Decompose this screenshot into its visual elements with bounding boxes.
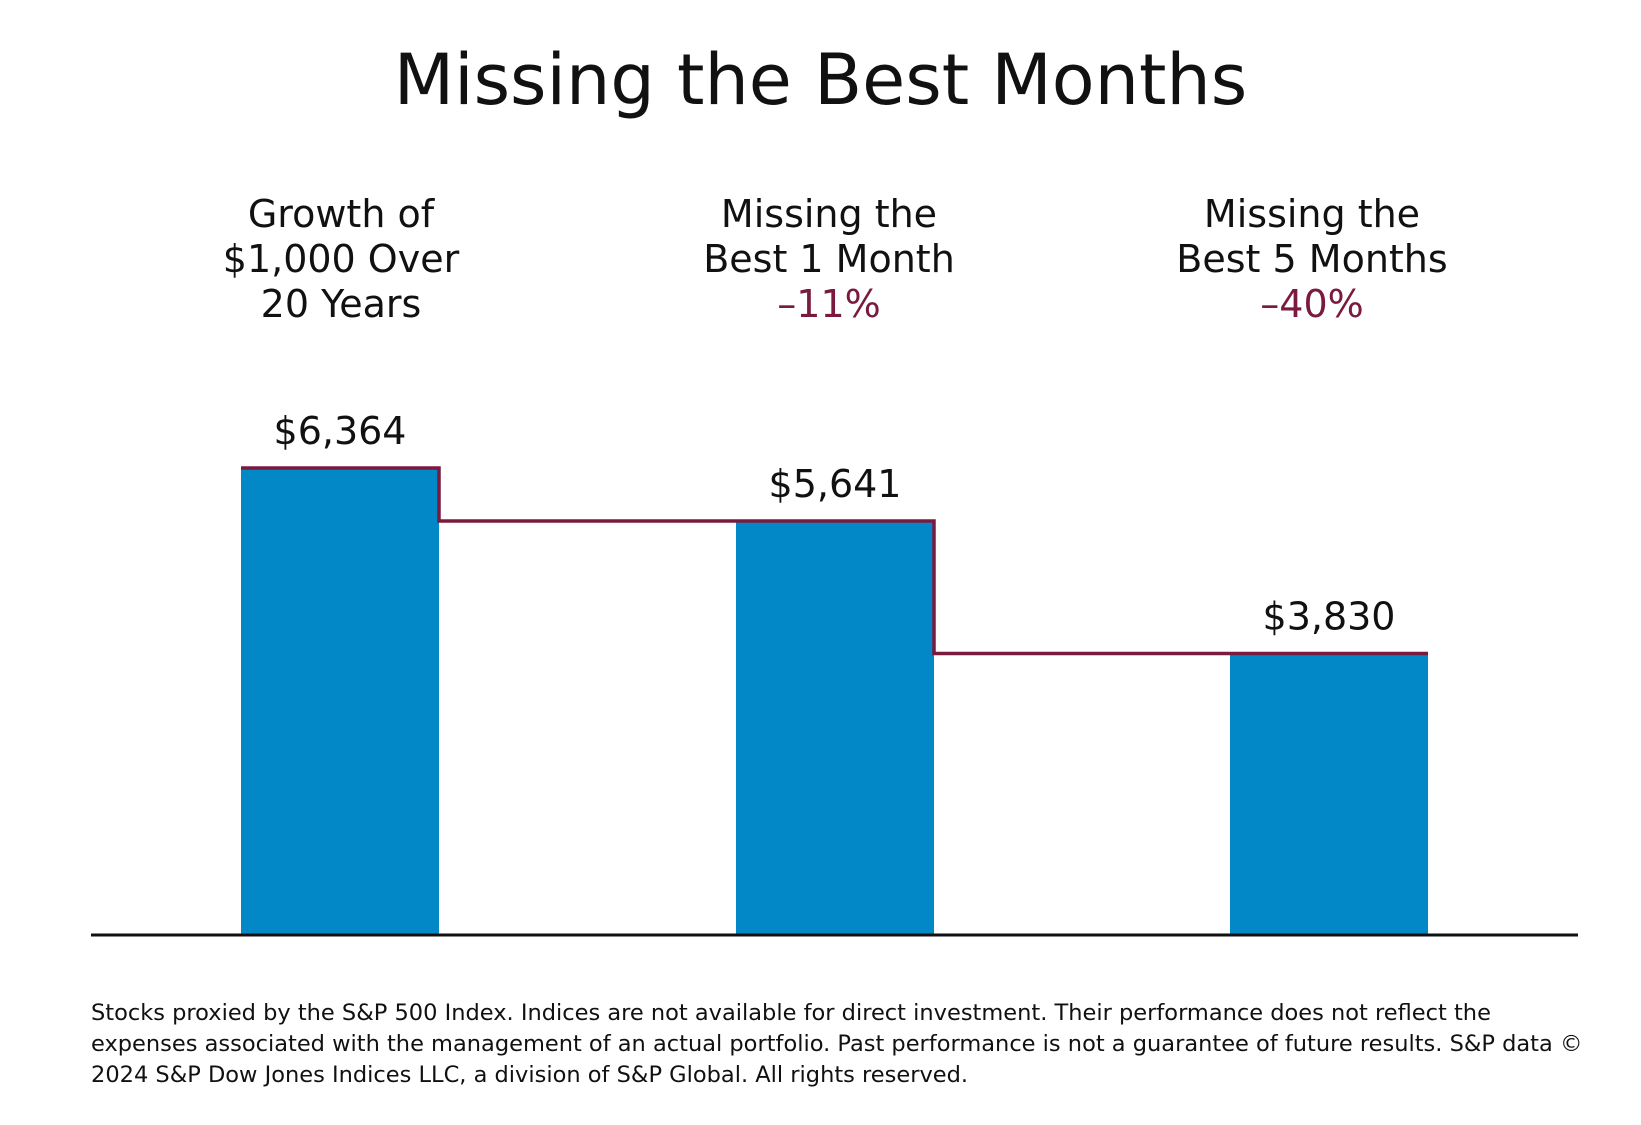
category-label-1: Growth of $1,000 Over 20 Years xyxy=(131,192,551,327)
category-label-3: Missing the Best 5 Months –40% xyxy=(1102,192,1522,327)
step-line xyxy=(241,466,1428,656)
category-2-change: –11% xyxy=(777,282,881,326)
bar-3 xyxy=(1230,653,1428,934)
category-3-change: –40% xyxy=(1260,282,1364,326)
category-label-2: Missing the Best 1 Month –11% xyxy=(619,192,1039,327)
bar-2 xyxy=(736,520,934,934)
value-label-2: $5,641 xyxy=(769,462,902,506)
category-label-2-line-2: Best 1 Month xyxy=(703,237,955,281)
footnote: Stocks proxied by the S&P 500 Index. Ind… xyxy=(91,1000,1583,1088)
category-label-2-line-1: Missing the xyxy=(720,192,938,236)
bar-chart: $6,364 $5,641 $3,830 xyxy=(91,409,1578,937)
category-label-3-line-1: Missing the xyxy=(1203,192,1421,236)
chart-title: Missing the Best Months xyxy=(393,39,1248,121)
category-label-1-line-2: $1,000 Over xyxy=(222,237,460,281)
value-label-3: $3,830 xyxy=(1263,595,1396,639)
value-label-1: $6,364 xyxy=(274,409,407,453)
bar-1 xyxy=(241,468,439,934)
category-label-1-line-3: 20 Years xyxy=(260,282,422,326)
category-label-1-line-1: Growth of xyxy=(247,192,435,236)
category-label-3-line-2: Best 5 Months xyxy=(1176,237,1448,281)
